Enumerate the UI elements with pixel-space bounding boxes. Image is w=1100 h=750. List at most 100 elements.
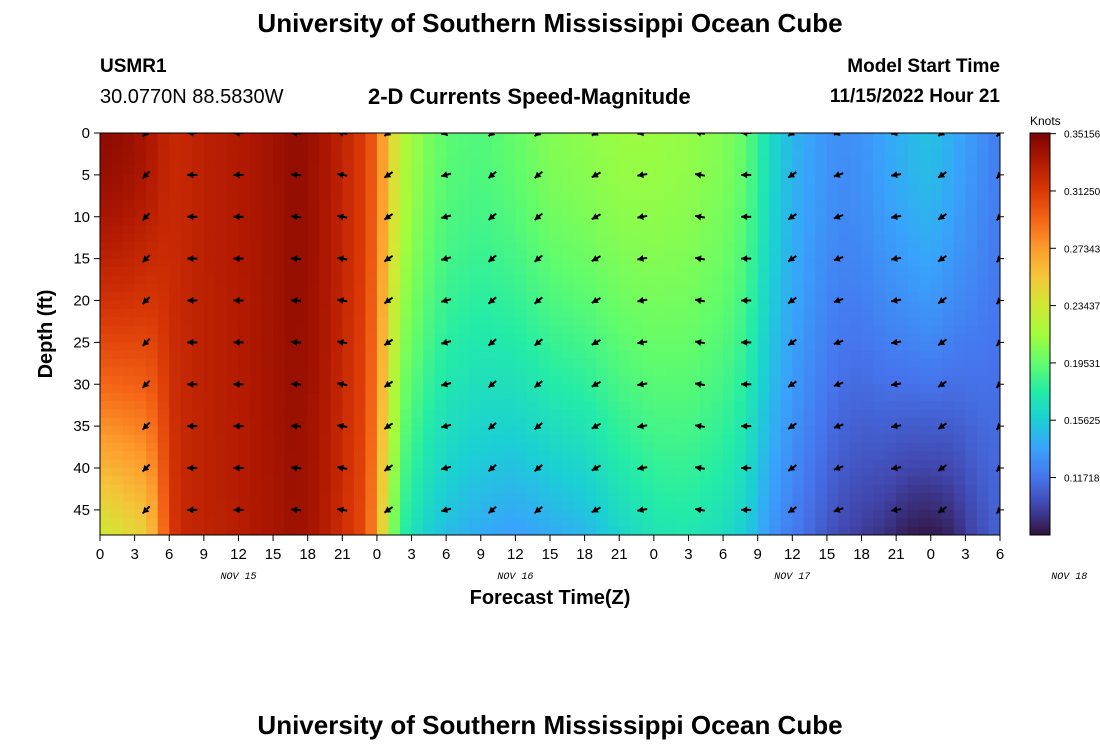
heatmap-cell	[561, 241, 574, 251]
heatmap-cell	[930, 308, 943, 318]
heatmap-cell	[411, 241, 424, 251]
heatmap-cell	[330, 493, 343, 503]
heatmap-cell	[642, 149, 655, 159]
heatmap-cell	[192, 509, 205, 519]
heatmap-cell	[838, 283, 851, 293]
heatmap-cell	[238, 342, 251, 352]
heatmap-cell	[688, 133, 701, 142]
heatmap-cell	[480, 401, 493, 410]
heatmap-cell	[953, 434, 966, 444]
heatmap-cell	[838, 476, 851, 486]
heatmap-cell	[757, 434, 770, 444]
heatmap-cell	[942, 292, 955, 302]
heatmap-cell	[942, 350, 955, 360]
heatmap-cell	[619, 334, 632, 343]
heatmap-cell	[861, 241, 874, 251]
heatmap-cell	[365, 342, 378, 352]
heatmap-cell	[953, 442, 966, 452]
heatmap-cell	[538, 334, 551, 343]
heatmap-cell	[388, 476, 401, 486]
heatmap-cell	[226, 208, 240, 218]
heatmap-cell	[100, 241, 113, 251]
heatmap-cell	[238, 200, 251, 209]
heatmap-cell	[284, 208, 297, 218]
current-vector	[694, 297, 706, 305]
heatmap-cell	[884, 459, 897, 469]
heatmap-cell	[561, 417, 574, 427]
heatmap-cell	[815, 426, 828, 436]
heatmap-cell	[780, 518, 793, 528]
heatmap-cell	[907, 191, 920, 201]
heatmap-cell	[273, 459, 286, 469]
heatmap-cell	[192, 476, 205, 486]
heatmap-cell	[850, 359, 863, 369]
heatmap-cell	[850, 417, 863, 427]
heatmap-cell	[215, 417, 228, 427]
heatmap-cell	[723, 434, 736, 444]
heatmap-cell	[353, 392, 366, 402]
heatmap-cell	[192, 325, 205, 335]
heatmap-cell	[100, 133, 113, 142]
current-vector	[694, 255, 706, 263]
heatmap-cell	[192, 434, 205, 444]
heatmap-cell	[930, 283, 943, 293]
heatmap-cell	[688, 384, 701, 394]
current-vector	[637, 506, 648, 514]
heatmap-cell	[976, 275, 990, 285]
heatmap-cell	[723, 417, 736, 427]
heatmap-cell	[561, 426, 574, 436]
heatmap-cell	[907, 267, 920, 276]
heatmap-cell	[550, 200, 563, 209]
heatmap-cell	[780, 442, 793, 452]
current-vector	[995, 297, 1000, 305]
heatmap-cell	[526, 191, 540, 201]
heatmap-cell	[111, 409, 124, 419]
heatmap-cell	[296, 183, 309, 193]
heatmap-cell	[596, 191, 609, 201]
heatmap-cell	[826, 200, 840, 209]
current-vector	[937, 422, 947, 430]
heatmap-cell	[100, 501, 113, 511]
x-tick-label: 12	[784, 546, 801, 563]
heatmap-cell	[757, 233, 770, 243]
heatmap-cell	[400, 426, 413, 436]
heatmap-cell	[688, 342, 701, 352]
heatmap-cell	[688, 200, 701, 209]
heatmap-cell	[111, 300, 124, 310]
heatmap-cell	[953, 275, 966, 285]
heatmap-cell	[942, 476, 955, 486]
heatmap-cell	[157, 233, 170, 243]
heatmap-cell	[930, 325, 943, 335]
heatmap-cell	[457, 459, 470, 469]
heatmap-cell	[100, 250, 113, 260]
heatmap-cell	[988, 133, 1000, 142]
heatmap-cell	[711, 141, 724, 151]
heatmap-cell	[446, 325, 459, 335]
heatmap-cell	[169, 241, 182, 251]
current-vector	[833, 422, 844, 430]
heatmap-cell	[434, 275, 447, 285]
heatmap-cell	[803, 367, 816, 377]
heatmap-cell	[711, 166, 724, 176]
heatmap-cell	[942, 283, 955, 293]
heatmap-cell	[273, 367, 286, 377]
heatmap-cell	[457, 133, 470, 142]
heatmap-cell	[780, 233, 793, 243]
heatmap-cell	[330, 149, 343, 159]
heatmap-cell	[746, 459, 759, 469]
heatmap-cell	[515, 375, 528, 385]
heatmap-cell	[388, 401, 401, 410]
heatmap-cell	[469, 484, 482, 494]
heatmap-cell	[492, 493, 505, 503]
heatmap-cell	[700, 183, 713, 193]
heatmap-cell	[907, 526, 920, 535]
current-vector	[787, 296, 797, 305]
heatmap-cell	[100, 526, 113, 535]
heatmap-cell	[319, 158, 332, 168]
heatmap-cell	[642, 283, 655, 293]
heatmap-cell	[665, 133, 678, 142]
heatmap-cell	[434, 526, 447, 535]
heatmap-cell	[630, 208, 643, 218]
heatmap-cell	[850, 342, 863, 352]
heatmap-cell	[411, 484, 424, 494]
